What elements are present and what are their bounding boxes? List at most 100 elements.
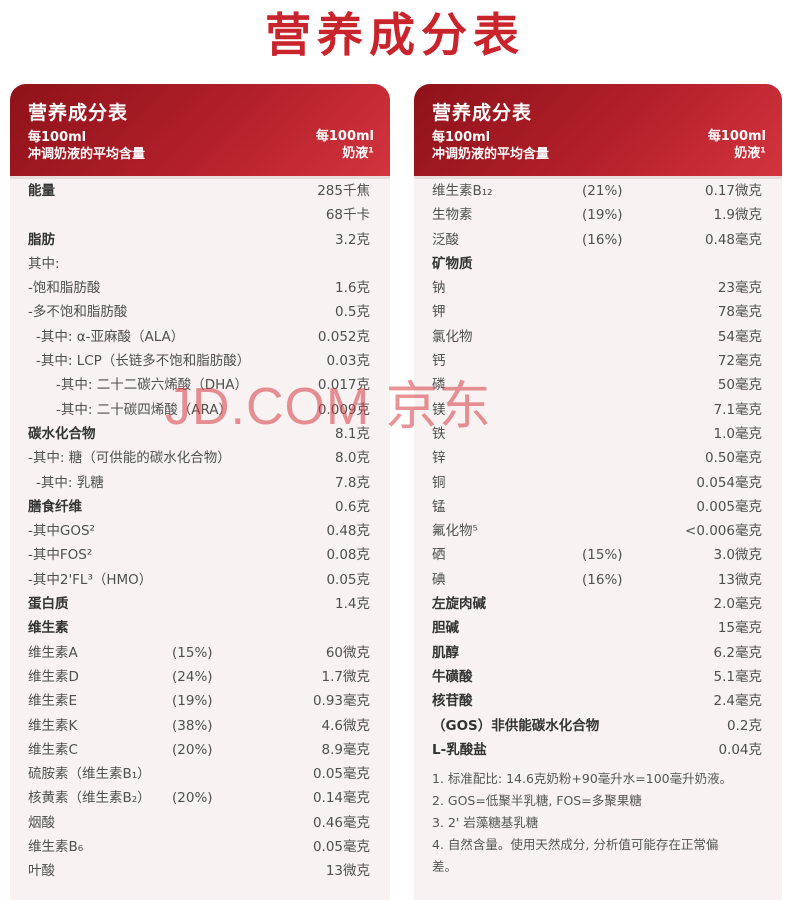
nutrient-value: 72毫克 xyxy=(717,353,762,370)
card-header-left: 营养成分表 每100ml 冲调奶液的平均含量 每100ml 奶液¹ xyxy=(10,84,390,176)
nutrient-value: 0.6克 xyxy=(335,498,370,515)
nutrient-row: 叶酸 13微克 xyxy=(10,859,390,883)
nutrient-value: 4.6微克 xyxy=(321,717,370,734)
nutrient-row: 镁 7.1毫克 xyxy=(414,398,782,422)
nutrient-value: 2.4毫克 xyxy=(713,693,762,710)
nutrient-value: 6.2毫克 xyxy=(713,644,762,661)
nutrient-name: -其中2'FL³（HMO） xyxy=(28,571,153,588)
nutrient-name: 胆碱 xyxy=(432,620,459,637)
nutrient-value: 1.9微克 xyxy=(713,207,762,224)
nutrient-value: 0.017克 xyxy=(317,377,370,394)
nutrient-name: -其中: α-亚麻酸（ALA） xyxy=(36,328,185,345)
nutrient-name: 硒 xyxy=(432,547,446,564)
nutrient-name: 烟酸 xyxy=(28,814,55,831)
nutrient-row: -其中: 糖（可供能的碳水化合物） 8.0克 xyxy=(10,446,390,470)
column-header-line2: 奶液¹ xyxy=(734,146,766,161)
nutrient-row: 脂肪 3.2克 xyxy=(10,228,390,252)
nutrient-value: 3.0微克 xyxy=(713,547,762,564)
nutrient-percent: (21%) xyxy=(582,183,623,199)
nutrient-name: -其中GOS² xyxy=(28,523,95,540)
nutrient-value: 78毫克 xyxy=(717,304,762,321)
nutrient-row: 膳食纤维 0.6克 xyxy=(10,495,390,519)
nutrient-percent: (19%) xyxy=(582,207,623,224)
nutrient-name: 膳食纤维 xyxy=(28,498,82,515)
nutrient-row: -其中GOS² 0.48克 xyxy=(10,519,390,543)
nutrition-card-right: 营养成分表 每100ml 冲调奶液的平均含量 每100ml 奶液¹ 维生素B₁₂… xyxy=(414,84,782,900)
nutrient-value: 0.054毫克 xyxy=(696,474,762,491)
nutrient-value: 0.48克 xyxy=(326,523,370,540)
card-title: 营养成分表 xyxy=(28,102,129,124)
nutrient-name: 能量 xyxy=(28,183,55,199)
column-header: 每100ml 奶液¹ xyxy=(708,128,766,162)
nutrient-percent: (24%) xyxy=(172,668,213,685)
nutrient-row: 氯化物 54毫克 xyxy=(414,325,782,349)
nutrient-name: -其中FOS² xyxy=(28,547,93,564)
nutrient-value: 0.48毫克 xyxy=(704,231,762,248)
nutrient-percent: (20%) xyxy=(172,790,213,807)
nutrient-value: 54毫克 xyxy=(717,328,762,345)
nutrient-value: 0.93毫克 xyxy=(312,693,370,710)
nutrient-row: 铁 1.0毫克 xyxy=(414,422,782,446)
nutrient-row: 锰 0.005毫克 xyxy=(414,495,782,519)
nutrient-percent: (19%) xyxy=(172,693,213,710)
footnotes: 1. 标准配比: 14.6克奶粉+90毫升水=100毫升奶液。 2. GOS=低聚… xyxy=(414,762,782,878)
nutrient-name: L-乳酸盐 xyxy=(432,741,487,758)
nutrient-value: 8.1克 xyxy=(335,425,370,442)
nutrient-row: -饱和脂肪酸 1.6克 xyxy=(10,276,390,300)
nutrient-name: 脂肪 xyxy=(28,231,55,248)
nutrient-name: 维生素B₆ xyxy=(28,839,84,856)
nutrient-row: -其中: 二十碳四烯酸（ARA） 0.009克 xyxy=(10,398,390,422)
nutrient-row: 生物素 (19%) 1.9微克 xyxy=(414,203,782,227)
card-title: 营养成分表 xyxy=(432,102,533,124)
nutrient-value: 0.03克 xyxy=(326,353,370,370)
nutrient-name: 锌 xyxy=(432,450,446,467)
nutrient-value: 8.9毫克 xyxy=(321,741,370,758)
nutrient-name: -其中: LCP（长链多不饱和脂肪酸） xyxy=(36,353,251,370)
nutrient-row: 泛酸 (16%) 0.48毫克 xyxy=(414,228,782,252)
nutrient-row: 钾 78毫克 xyxy=(414,300,782,324)
nutrient-row: -其中: 二十二碳六烯酸（DHA） 0.017克 xyxy=(10,373,390,397)
nutrient-row: 碳水化合物 8.1克 xyxy=(10,422,390,446)
nutrient-row: 核苷酸 2.4毫克 xyxy=(414,689,782,713)
nutrient-value: 0.5克 xyxy=(335,304,370,321)
nutrient-row: （GOS）非供能碳水化合物 0.2克 xyxy=(414,714,782,738)
nutrient-row: 氟化物⁵ <0.006毫克 xyxy=(414,519,782,543)
nutrient-value: 68千卡 xyxy=(325,207,370,224)
footnote: 1. 标准配比: 14.6克奶粉+90毫升水=100毫升奶液。 xyxy=(432,771,733,787)
nutrient-row: 其中: xyxy=(10,252,390,276)
nutrient-row: 碘 (16%) 13微克 xyxy=(414,568,782,592)
card-subtitle: 每100ml 冲调奶液的平均含量 xyxy=(432,129,764,163)
nutrient-row: 维生素B₁₂ (21%) 0.17微克 xyxy=(414,179,782,203)
header-divider xyxy=(414,176,782,179)
nutrient-value: 2.0毫克 xyxy=(713,596,762,613)
nutrient-row: -其中: 乳糖 7.8克 xyxy=(10,471,390,495)
nutrient-value: 5.1毫克 xyxy=(713,668,762,685)
nutrient-row: 维生素C (20%) 8.9毫克 xyxy=(10,738,390,762)
average-content-label: 冲调奶液的平均含量 xyxy=(28,147,146,162)
nutrient-name: 硫胺素（维生素B₁） xyxy=(28,766,151,783)
nutrient-name: -饱和脂肪酸 xyxy=(28,280,101,297)
nutrient-row: L-乳酸盐 0.04克 xyxy=(414,738,782,762)
nutrient-row: -其中2'FL³（HMO） 0.05克 xyxy=(10,568,390,592)
nutrient-name: 蛋白质 xyxy=(28,596,69,613)
nutrient-value: 3.2克 xyxy=(335,231,370,248)
nutrient-value: 0.05毫克 xyxy=(312,839,370,856)
nutrient-value: 0.46毫克 xyxy=(312,814,370,831)
nutrient-name: 钾 xyxy=(432,304,446,321)
nutrient-row: 烟酸 0.46毫克 xyxy=(10,811,390,835)
nutrient-percent: (15%) xyxy=(172,644,213,661)
nutrient-name: 维生素K xyxy=(28,717,78,734)
nutrient-name: 氯化物 xyxy=(432,328,473,345)
nutrient-name: 核黄素（维生素B₂） xyxy=(28,790,151,807)
nutrient-row: 维生素 xyxy=(10,616,390,640)
nutrient-percent: (16%) xyxy=(582,231,623,248)
nutrient-name: 维生素B₁₂ xyxy=(432,183,493,199)
nutrient-value: 1.6克 xyxy=(335,280,370,297)
per-100ml-label: 每100ml xyxy=(432,130,491,145)
nutrient-value: 1.4克 xyxy=(335,596,370,613)
nutrient-name: 钙 xyxy=(432,353,446,370)
footnote: 2. GOS=低聚半乳糖, FOS=多聚果糖 xyxy=(432,793,642,809)
nutrient-name: 核苷酸 xyxy=(432,693,473,710)
nutrient-name: 铁 xyxy=(432,425,446,442)
nutrient-name: -其中: 乳糖 xyxy=(36,474,104,491)
